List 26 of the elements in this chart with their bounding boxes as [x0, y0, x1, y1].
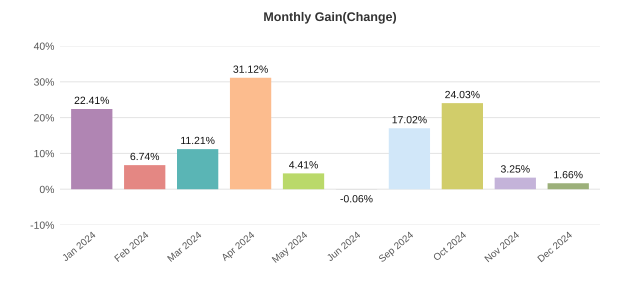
bar — [494, 178, 536, 190]
y-tick-label: 0% — [40, 186, 54, 194]
data-label: 31.12% — [233, 65, 268, 73]
data-label: 24.03% — [445, 90, 480, 98]
data-label: 17.02% — [392, 116, 427, 124]
bar — [282, 173, 324, 190]
bar — [548, 183, 589, 190]
data-label: 3.25% — [500, 165, 530, 173]
y-tick-label: 40% — [34, 42, 54, 50]
bar — [177, 149, 218, 190]
bar — [388, 128, 430, 190]
data-label: 4.41% — [289, 161, 318, 168]
y-tick-label: 20% — [34, 114, 54, 122]
bar — [442, 103, 483, 190]
y-tick-label: 30% — [34, 78, 54, 86]
y-tick-label: -10% — [30, 222, 54, 229]
data-label: -0.06% — [340, 195, 373, 202]
bar — [124, 165, 166, 190]
bar — [71, 108, 112, 190]
data-label: 22.41% — [74, 96, 110, 104]
data-label: 6.74% — [130, 152, 160, 160]
chart-title: Monthly Gain(Change) — [264, 12, 396, 24]
y-tick-label: 10% — [34, 150, 54, 158]
data-label: 1.66% — [554, 170, 583, 178]
data-label: 11.21% — [181, 136, 215, 144]
bar — [230, 78, 272, 190]
